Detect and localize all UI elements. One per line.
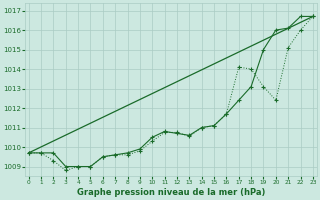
X-axis label: Graphe pression niveau de la mer (hPa): Graphe pression niveau de la mer (hPa) bbox=[76, 188, 265, 197]
